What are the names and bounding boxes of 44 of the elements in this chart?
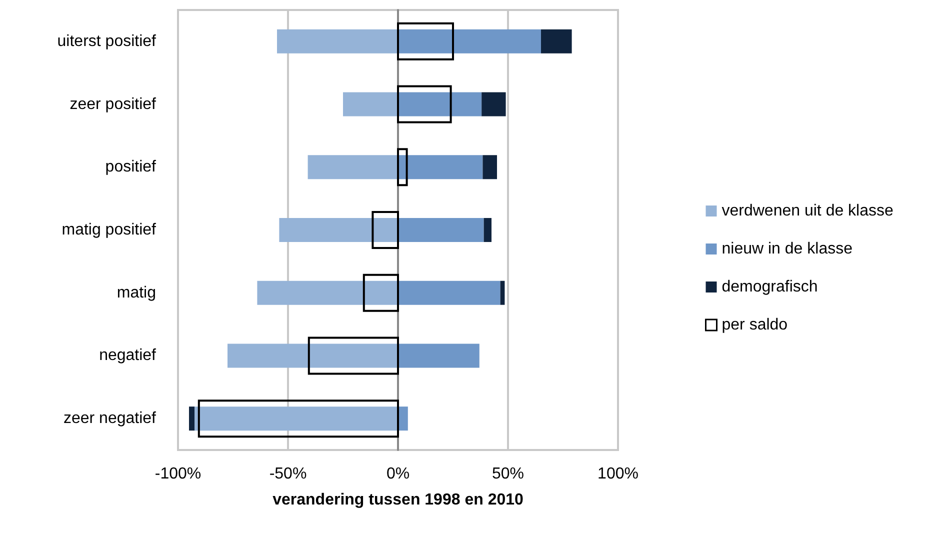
x-tick-label: 50%: [492, 466, 524, 482]
bar: [398, 280, 500, 305]
legend-label: verdwenen uit de klasse: [722, 202, 894, 220]
legend-label: per saldo: [722, 316, 788, 334]
bar: [198, 400, 399, 438]
bar: [308, 155, 398, 180]
bar: [398, 29, 541, 54]
bar: [279, 218, 398, 242]
bar: [257, 280, 398, 305]
bar: [500, 280, 505, 305]
bar: [398, 92, 482, 116]
bar: [228, 344, 398, 368]
bar: [398, 406, 408, 431]
y-tick-label: matig positief: [62, 222, 157, 238]
bar: [194, 406, 398, 431]
bar: [372, 211, 399, 249]
bar: [189, 406, 194, 431]
bar: [277, 29, 398, 54]
bar: [397, 148, 408, 186]
y-tick-label: matig: [116, 284, 156, 302]
bar: [482, 155, 497, 180]
bar: [397, 22, 454, 60]
bar: [397, 85, 452, 124]
y-tick-label: zeer negatief: [63, 410, 157, 428]
bar: [541, 29, 572, 54]
bar: [343, 92, 398, 116]
bar: [362, 274, 399, 312]
x-tick-label: -100%: [154, 466, 202, 482]
bar: [484, 218, 492, 242]
y-tick-label: uiterst positief: [57, 32, 157, 50]
bar: [308, 336, 399, 375]
legend-label: nieuw in de klasse: [722, 240, 853, 258]
x-tick-label: 100%: [598, 466, 638, 482]
y-tick-label: positief: [105, 158, 157, 176]
legend-label: demografisch: [722, 278, 818, 296]
bar: [398, 155, 483, 180]
x-tick-label: -50%: [269, 466, 307, 482]
x-tick-label: 0%: [386, 466, 410, 482]
y-tick-label: negatief: [99, 347, 157, 364]
bar: [398, 344, 480, 368]
y-tick-label: zeer positief: [70, 96, 157, 113]
bar: [482, 92, 506, 116]
x-axis-title: verandering tussen 1998 en 2010: [272, 492, 524, 508]
bar: [398, 218, 484, 242]
